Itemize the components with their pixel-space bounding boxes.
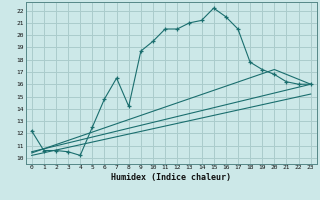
X-axis label: Humidex (Indice chaleur): Humidex (Indice chaleur) [111,173,231,182]
